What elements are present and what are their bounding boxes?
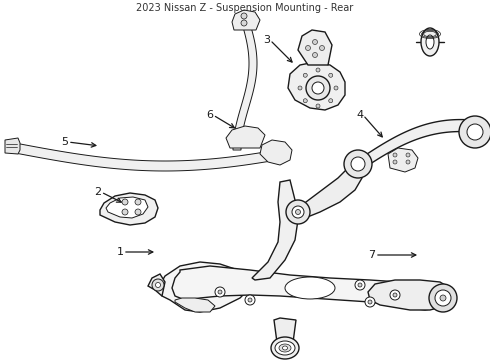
Circle shape [313,40,318,45]
Circle shape [351,157,365,171]
Text: 3: 3 [264,35,270,45]
Circle shape [306,76,330,100]
Circle shape [355,280,365,290]
Circle shape [329,99,333,103]
Ellipse shape [275,341,295,355]
Circle shape [215,287,225,297]
Text: 1: 1 [117,247,123,257]
Circle shape [122,199,128,205]
Polygon shape [288,168,362,220]
Circle shape [241,13,247,19]
Text: 7: 7 [368,250,375,260]
Circle shape [135,199,141,205]
Circle shape [316,68,320,72]
Circle shape [218,290,222,294]
Circle shape [358,283,362,287]
Circle shape [313,53,318,58]
Text: 2023 Nissan Z - Suspension Mounting - Rear: 2023 Nissan Z - Suspension Mounting - Re… [136,3,354,13]
Ellipse shape [271,337,299,359]
Circle shape [316,104,320,108]
Ellipse shape [421,28,439,56]
Polygon shape [148,274,165,296]
Circle shape [390,290,400,300]
Circle shape [286,200,310,224]
Circle shape [135,209,141,215]
Circle shape [292,206,304,218]
Circle shape [440,295,446,301]
Circle shape [303,99,307,103]
Circle shape [344,150,372,178]
Circle shape [435,290,451,306]
Circle shape [393,153,397,157]
Polygon shape [172,266,445,310]
Ellipse shape [283,346,288,350]
Polygon shape [100,193,158,225]
Polygon shape [388,148,418,172]
Polygon shape [233,20,257,150]
Polygon shape [158,262,250,312]
Circle shape [303,73,307,77]
Circle shape [248,298,252,302]
Circle shape [245,295,255,305]
Circle shape [305,45,311,50]
Polygon shape [355,120,475,174]
Circle shape [295,210,300,215]
Polygon shape [5,138,20,154]
Polygon shape [106,197,148,218]
Polygon shape [260,140,292,165]
Circle shape [334,86,338,90]
Text: 4: 4 [356,110,364,120]
Circle shape [393,293,397,297]
Circle shape [152,279,164,291]
Circle shape [312,82,324,94]
Circle shape [365,297,375,307]
Polygon shape [175,298,215,312]
Circle shape [406,160,410,164]
Ellipse shape [426,35,434,49]
Circle shape [393,160,397,164]
Ellipse shape [285,277,335,299]
Polygon shape [226,126,265,148]
Circle shape [368,300,372,304]
Circle shape [467,124,483,140]
Polygon shape [368,280,452,310]
Polygon shape [274,318,296,350]
Polygon shape [298,30,332,65]
Polygon shape [232,10,260,30]
Polygon shape [252,180,298,280]
Polygon shape [15,143,285,171]
Circle shape [155,283,161,288]
Circle shape [122,209,128,215]
Text: 2: 2 [95,187,101,197]
Circle shape [298,86,302,90]
Text: 5: 5 [62,137,69,147]
Polygon shape [288,62,345,110]
Circle shape [329,73,333,77]
Circle shape [241,20,247,26]
Circle shape [459,116,490,148]
Circle shape [429,284,457,312]
Ellipse shape [279,344,291,352]
Circle shape [406,153,410,157]
Circle shape [319,45,324,50]
Text: 6: 6 [206,110,214,120]
